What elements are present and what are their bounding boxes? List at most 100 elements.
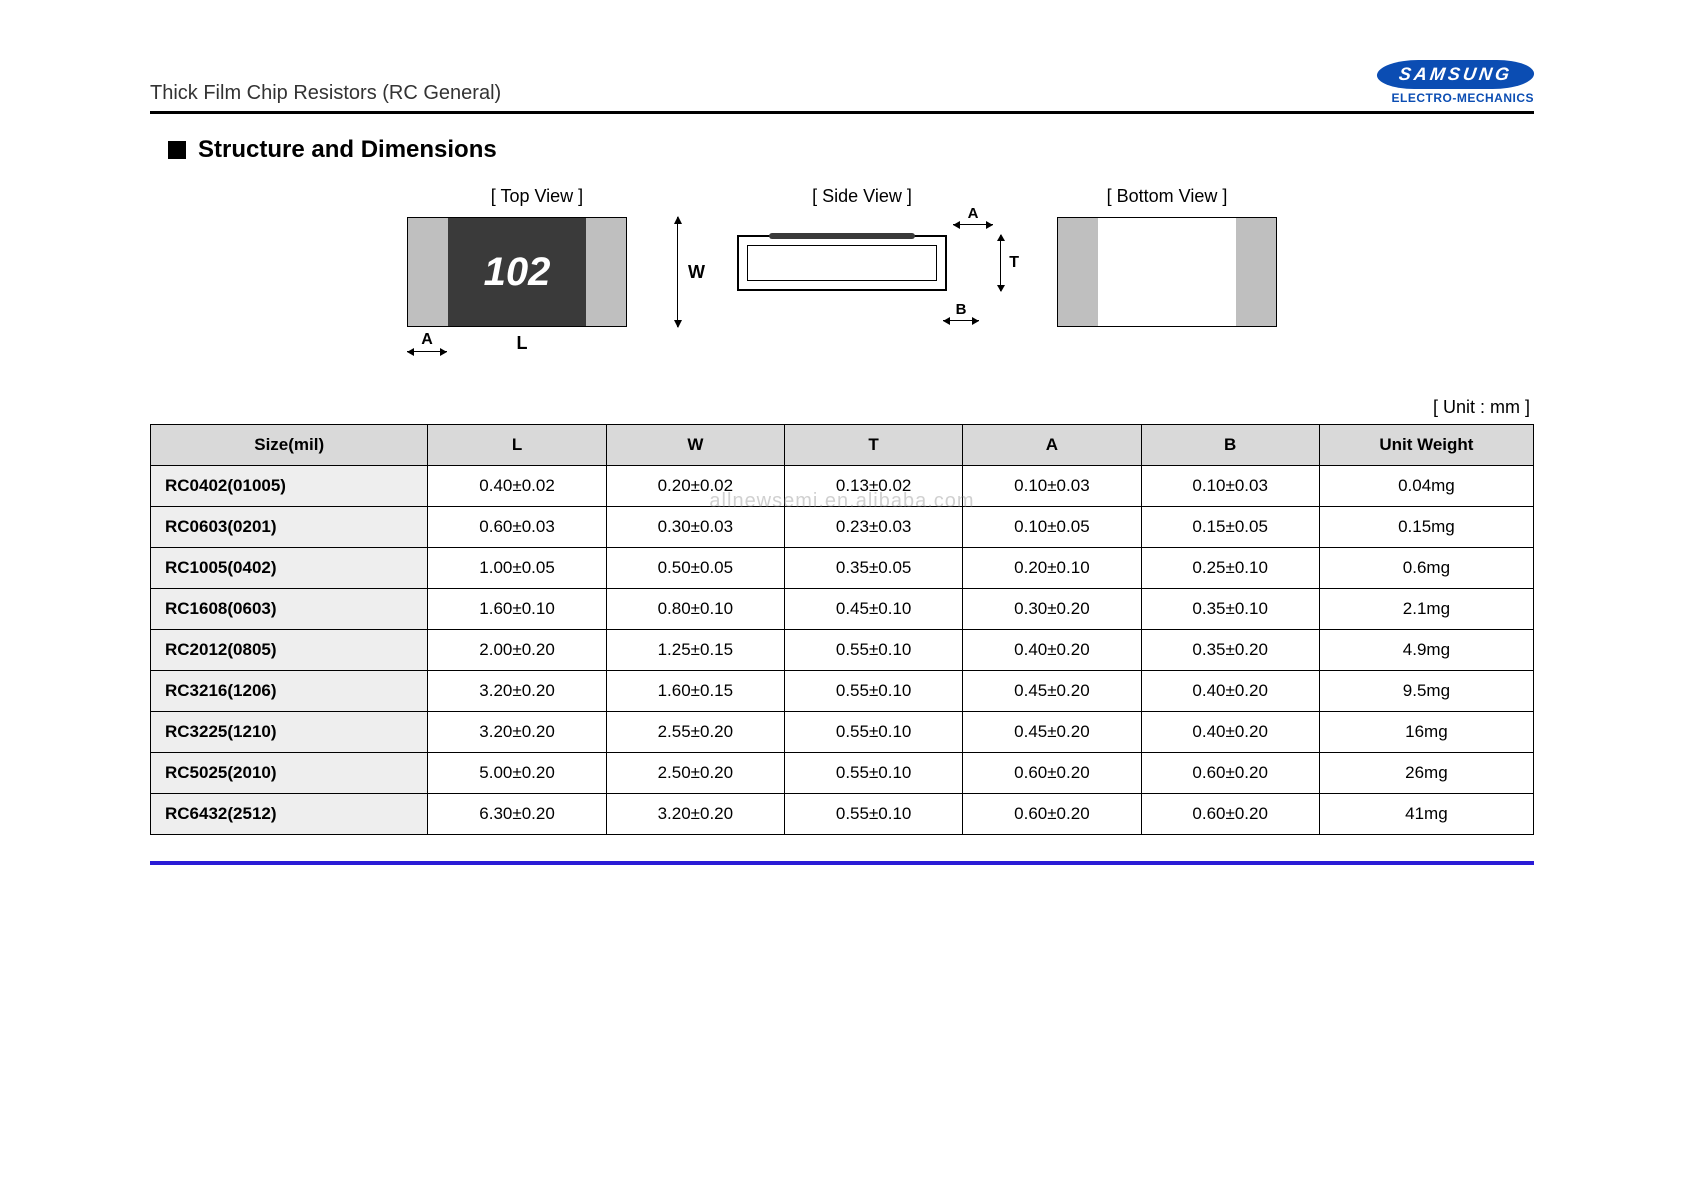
table-cell: 0.40±0.20: [1141, 712, 1319, 753]
table-cell: 26mg: [1319, 753, 1533, 794]
table-cell: 1.60±0.15: [606, 671, 784, 712]
footer-rule: [150, 861, 1534, 865]
table-cell: 0.15±0.05: [1141, 507, 1319, 548]
table-cell-size: RC1005(0402): [151, 548, 428, 589]
table-cell: 1.00±0.05: [428, 548, 606, 589]
table-cell: 0.55±0.10: [784, 753, 962, 794]
table-cell: 2.55±0.20: [606, 712, 784, 753]
table-cell-size: RC3216(1206): [151, 671, 428, 712]
table-cell: 6.30±0.20: [428, 794, 606, 835]
table-column-header: Size(mil): [151, 425, 428, 466]
table-row: RC2012(0805)2.00±0.201.25±0.150.55±0.100…: [151, 630, 1534, 671]
side-view-inner: [747, 245, 937, 281]
table-cell: 0.55±0.10: [784, 671, 962, 712]
marking-text: 102: [484, 250, 551, 295]
table-cell: 0.45±0.10: [784, 589, 962, 630]
table-cell-size: RC3225(1210): [151, 712, 428, 753]
table-cell: 0.25±0.10: [1141, 548, 1319, 589]
table-cell: 0.80±0.10: [606, 589, 784, 630]
table-cell-size: RC1608(0603): [151, 589, 428, 630]
table-cell: 0.35±0.05: [784, 548, 962, 589]
table-cell: 0.15mg: [1319, 507, 1533, 548]
table-cell: 5.00±0.20: [428, 753, 606, 794]
section-title-text: Structure and Dimensions: [198, 136, 497, 164]
table-cell: 9.5mg: [1319, 671, 1533, 712]
table-cell: 1.60±0.10: [428, 589, 606, 630]
bottom-view-label: [ Bottom View ]: [1107, 186, 1228, 207]
table-cell: 0.60±0.03: [428, 507, 606, 548]
table-cell: 16mg: [1319, 712, 1533, 753]
dimension-w: W: [677, 217, 705, 327]
dimension-w-label: W: [688, 262, 705, 283]
table-body: RC0402(01005)0.40±0.020.20±0.020.13±0.02…: [151, 466, 1534, 835]
table-cell: 0.40±0.02: [428, 466, 606, 507]
table-column-header: Unit Weight: [1319, 425, 1533, 466]
table-column-header: W: [606, 425, 784, 466]
table-cell: 0.30±0.20: [963, 589, 1141, 630]
table-cell: 0.60±0.20: [963, 753, 1141, 794]
side-view-label: [ Side View ]: [812, 186, 912, 207]
table-cell: 2.00±0.20: [428, 630, 606, 671]
table-cell: 0.60±0.20: [963, 794, 1141, 835]
table-cell: 0.10±0.05: [963, 507, 1141, 548]
dimension-a-side: A: [953, 205, 993, 225]
table-header: Size(mil)LWTABUnit Weight: [151, 425, 1534, 466]
table-column-header: B: [1141, 425, 1319, 466]
table-row: RC1608(0603)1.60±0.100.80±0.100.45±0.100…: [151, 589, 1534, 630]
table-cell: 0.6mg: [1319, 548, 1533, 589]
bottom-view-block: [ Bottom View ]: [1057, 186, 1277, 327]
dimensions-table: Size(mil)LWTABUnit Weight RC0402(01005)0…: [150, 424, 1534, 835]
table-column-header: T: [784, 425, 962, 466]
side-view-diagram: [737, 235, 947, 291]
table-cell: 3.20±0.20: [428, 671, 606, 712]
top-view-label: [ Top View ]: [491, 186, 583, 207]
document-title: Thick Film Chip Resistors (RC General): [150, 82, 501, 105]
table-cell: 0.60±0.20: [1141, 753, 1319, 794]
unit-label: [ Unit : mm ]: [150, 397, 1530, 418]
table-cell-size: RC0402(01005): [151, 466, 428, 507]
table-cell: 0.55±0.10: [784, 630, 962, 671]
table-column-header: L: [428, 425, 606, 466]
table-cell: 0.20±0.02: [606, 466, 784, 507]
table-cell: 0.35±0.10: [1141, 589, 1319, 630]
table-cell: 0.40±0.20: [1141, 671, 1319, 712]
table-cell: 0.60±0.20: [1141, 794, 1319, 835]
bottom-view-right-cap: [1236, 218, 1276, 326]
table-cell-size: RC2012(0805): [151, 630, 428, 671]
table-cell: 1.25±0.15: [606, 630, 784, 671]
table-cell: 3.20±0.20: [606, 794, 784, 835]
table-cell: 0.55±0.10: [784, 712, 962, 753]
page-header: Thick Film Chip Resistors (RC General) S…: [150, 60, 1534, 114]
table-cell-size: RC5025(2010): [151, 753, 428, 794]
dimension-a-top: A: [407, 331, 447, 352]
table-cell: 0.55±0.10: [784, 794, 962, 835]
top-view-block: [ Top View ] 102 W A: [407, 186, 667, 367]
table-cell: 0.40±0.20: [963, 630, 1141, 671]
table-row: RC3225(1210)3.20±0.202.55±0.200.55±0.100…: [151, 712, 1534, 753]
table-cell: 2.1mg: [1319, 589, 1533, 630]
table-cell-size: RC0603(0201): [151, 507, 428, 548]
table-cell: 0.30±0.03: [606, 507, 784, 548]
table-row: RC0402(01005)0.40±0.020.20±0.020.13±0.02…: [151, 466, 1534, 507]
table-row: RC3216(1206)3.20±0.201.60±0.150.55±0.10 0…: [151, 671, 1534, 712]
table-cell: 0.20±0.10: [963, 548, 1141, 589]
bottom-view-diagram: [1057, 217, 1277, 327]
table-row: RC1005(0402)1.00±0.050.50±0.050.35±0.050…: [151, 548, 1534, 589]
bottom-view-body: [1098, 218, 1236, 326]
top-view-right-cap: [586, 218, 626, 326]
table-cell: 0.10±0.03: [963, 466, 1141, 507]
table-cell: 0.10±0.03: [1141, 466, 1319, 507]
dimension-b: B: [943, 301, 979, 321]
table-cell: 0.04mg: [1319, 466, 1533, 507]
table-cell: 0.50±0.05: [606, 548, 784, 589]
dimension-t: T: [1000, 235, 1019, 291]
samsung-logo: SAMSUNG: [1375, 60, 1536, 89]
bottom-view-left-cap: [1058, 218, 1098, 326]
table-cell: 41mg: [1319, 794, 1533, 835]
table-cell: 2.50±0.20: [606, 753, 784, 794]
table-row: RC6432(2512)6.30±0.203.20±0.200.55±0.100…: [151, 794, 1534, 835]
table-row: RC0603(0201)0.60±0.030.30±0.030.23±0.030…: [151, 507, 1534, 548]
table-cell: 4.9mg: [1319, 630, 1533, 671]
top-view-left-cap: [408, 218, 448, 326]
table-row: RC5025(2010)5.00±0.202.50±0.200.55±0.100…: [151, 753, 1534, 794]
